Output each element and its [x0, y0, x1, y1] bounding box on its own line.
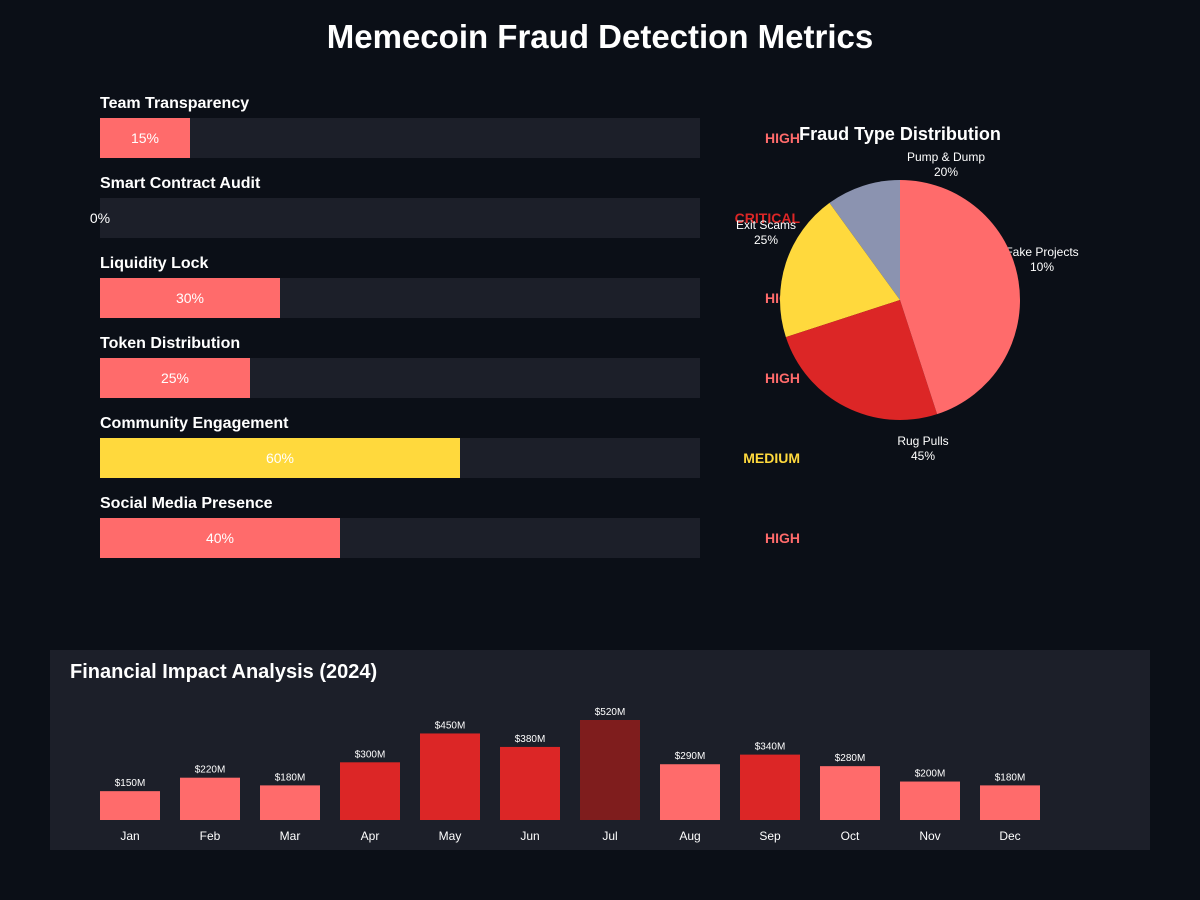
metric-row: Community Engagement 60% MEDIUM [100, 414, 800, 482]
pie-slice-value: 20% [934, 165, 958, 179]
metric-value: 15% [130, 130, 160, 146]
pie-slice-label: Fake Projects [1005, 245, 1078, 259]
metric-track: 60% [100, 438, 700, 478]
pie-slice [780, 202, 900, 338]
bar-value-label: $290M [675, 751, 706, 762]
x-tick-label: Sep [759, 829, 781, 843]
metric-label: Smart Contract Audit [100, 175, 261, 192]
metric-row: Smart Contract Audit 0% CRITICAL [90, 174, 800, 242]
pie-slice-label: Exit Scams [736, 218, 796, 232]
x-tick-label: Dec [999, 829, 1020, 843]
metric-label: Team Transparency [100, 95, 250, 112]
metric-label: Liquidity Lock [100, 255, 209, 272]
x-tick-label: May [439, 829, 462, 843]
pie-slice-label: Pump & Dump [907, 150, 985, 164]
metric-fill: 25% [100, 358, 250, 398]
bar-value-label: $300M [355, 749, 386, 760]
metric-fill: 15% [100, 118, 190, 158]
pie-title: Fraud Type Distribution [799, 124, 1001, 144]
metric-track: 30% [100, 278, 700, 318]
x-tick-label: Oct [841, 829, 860, 843]
bar [900, 781, 960, 820]
bar-value-label: $340M [755, 742, 786, 753]
metric-label: Community Engagement [100, 415, 289, 432]
bar [100, 791, 160, 820]
bar [500, 746, 560, 820]
financial-impact-panel: Financial Impact Analysis (2024) $150M Ja… [50, 650, 1150, 850]
x-tick-label: Aug [679, 829, 700, 843]
bar [820, 766, 880, 820]
risk-badge: MEDIUM [743, 450, 800, 466]
x-tick-label: Nov [919, 829, 940, 843]
page-title: Memecoin Fraud Detection Metrics [326, 18, 874, 55]
bar [580, 720, 640, 820]
risk-badge: CRITICAL [734, 210, 800, 226]
pie-slice [785, 300, 938, 420]
bar-value-label: $450M [435, 720, 466, 731]
risk-badge: HIGH [765, 370, 800, 386]
bar [260, 785, 320, 820]
metric-fill: 40% [100, 518, 340, 558]
metric-value: 30% [175, 290, 205, 306]
risk-badge: HIGH [765, 530, 800, 546]
x-tick-label: Mar [280, 829, 301, 843]
metric-row: Social Media Presence 40% HIGH [100, 494, 800, 562]
x-tick-label: Jul [602, 829, 617, 843]
metric-fill: 30% [100, 278, 280, 318]
bar-value-label: $220M [195, 765, 226, 776]
metric-value: 40% [205, 530, 235, 546]
bar [740, 754, 800, 820]
bar-value-label: $150M [115, 778, 146, 789]
bar-value-label: $380M [515, 734, 546, 745]
x-tick-label: Apr [361, 829, 380, 843]
pie-slice-value: 25% [754, 233, 778, 247]
bar-value-label: $180M [275, 772, 306, 783]
x-tick-label: Feb [200, 829, 221, 843]
bar [980, 785, 1040, 820]
metric-row: Team Transparency 15% HIGH [100, 94, 800, 162]
metric-track: 25% [100, 358, 700, 398]
pie-slice-value: 45% [911, 449, 935, 463]
metric-label: Token Distribution [100, 335, 241, 352]
metric-track: 15% [100, 118, 700, 158]
pie-slice [829, 180, 900, 300]
metric-track: 0% [90, 198, 700, 238]
x-tick-label: Jan [120, 829, 139, 843]
metric-value: 25% [160, 370, 190, 386]
pie-slice-value: 10% [1030, 260, 1054, 274]
bar-value-label: $280M [835, 753, 866, 764]
metric-label: Social Media Presence [100, 495, 273, 512]
bar [660, 764, 720, 820]
metric-row: Liquidity Lock 30% HIGH [100, 254, 800, 322]
financial-impact-title: Financial Impact Analysis (2024) [70, 661, 378, 683]
pie-slice-label: Rug Pulls [897, 434, 948, 448]
bar-value-label: $200M [915, 769, 946, 780]
metric-value: 60% [265, 450, 295, 466]
metric-row: Token Distribution 25% HIGH [100, 334, 800, 402]
bar [420, 733, 480, 820]
risk-badge: HIGH [765, 130, 800, 146]
metric-fill: 60% [100, 438, 460, 478]
bar-value-label: $180M [995, 772, 1026, 783]
bar [180, 777, 240, 820]
bar-value-label: $520M [595, 707, 626, 718]
metric-value: 0% [89, 210, 111, 226]
x-tick-label: Jun [520, 829, 539, 843]
metric-track: 40% [100, 518, 700, 558]
financial-impact-bar-chart: $150M Jan $220M Feb $180M Mar $300M Apr $450M May… [100, 707, 1040, 843]
pie-slice [900, 180, 1020, 415]
bar [340, 762, 400, 820]
